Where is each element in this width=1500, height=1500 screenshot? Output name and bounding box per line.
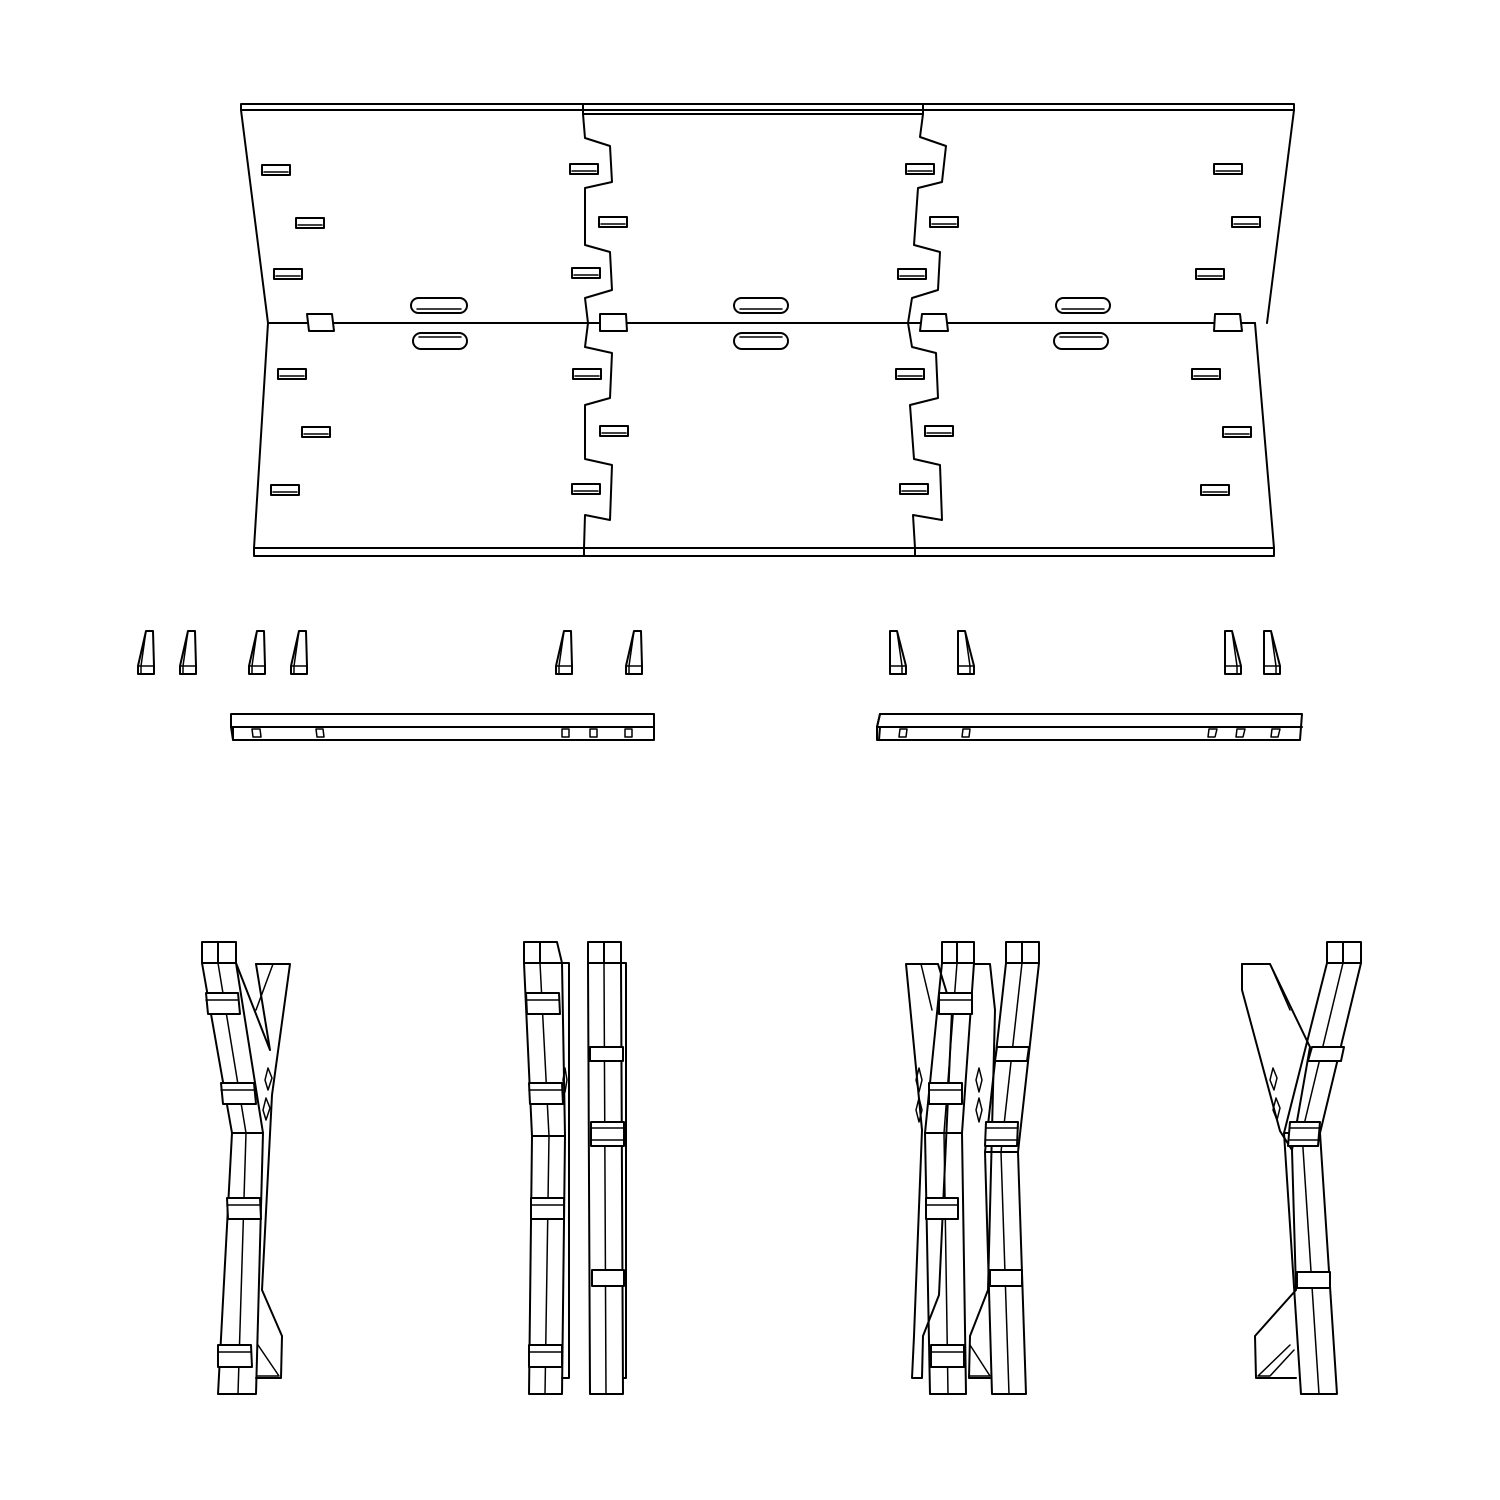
rail-hole xyxy=(898,728,908,738)
mortise-slot xyxy=(277,368,307,380)
wedge xyxy=(248,630,266,675)
mortise-slot xyxy=(599,425,629,437)
clamp-block xyxy=(994,1046,1030,1062)
mortise-slot xyxy=(572,368,602,380)
leg-hole xyxy=(1269,1067,1278,1091)
wedge xyxy=(957,630,975,675)
fold-tab xyxy=(919,313,949,332)
mortise-slot xyxy=(571,267,601,279)
clamp-block xyxy=(925,1197,959,1220)
top-edge-thickness xyxy=(240,103,1295,111)
wedge xyxy=(179,630,197,675)
clamp-block xyxy=(1296,1271,1331,1289)
wedge xyxy=(290,630,308,675)
rail-hole xyxy=(1270,728,1281,738)
mortise-slot xyxy=(1191,368,1221,380)
leg-hole xyxy=(262,1097,271,1121)
fold-tab xyxy=(306,313,335,332)
mortise-slot xyxy=(905,163,935,175)
mortise-slot xyxy=(569,163,599,175)
mortise-slot xyxy=(571,483,601,495)
mortise-slots xyxy=(261,163,1261,496)
clamp-block xyxy=(1307,1046,1345,1062)
handle-slot xyxy=(1055,297,1111,314)
dovetail-seam-right xyxy=(907,113,947,549)
mortise-slot xyxy=(1231,216,1261,228)
handle-slot xyxy=(733,297,789,314)
bottom-edge-thickness xyxy=(253,547,1275,557)
clamp-block xyxy=(525,992,561,1015)
rail-hole xyxy=(589,728,598,738)
clamp-block xyxy=(530,1197,565,1220)
rail-hole xyxy=(961,728,971,738)
mortise-slot xyxy=(1222,426,1252,438)
clamp-block xyxy=(528,1082,564,1105)
leg-frame-2 xyxy=(523,941,627,1395)
handle-slot xyxy=(1053,332,1109,350)
wedge xyxy=(625,630,643,675)
table-top-outline xyxy=(240,109,1295,324)
clamp-block xyxy=(984,1121,1019,1147)
wedge xyxy=(1263,630,1281,675)
rail-hole xyxy=(315,728,325,738)
clamp-block xyxy=(591,1269,625,1287)
mortise-slot xyxy=(270,484,300,496)
wedge xyxy=(137,630,155,675)
clamp-block xyxy=(226,1197,262,1220)
leg-frame-3 xyxy=(905,941,1040,1395)
mortise-slot xyxy=(273,268,303,280)
clamp-block xyxy=(205,992,241,1015)
leg-frame-1 xyxy=(201,941,291,1395)
mortise-slot xyxy=(929,216,959,228)
clamp-block xyxy=(589,1046,624,1062)
wedge xyxy=(555,630,573,675)
mortise-slot xyxy=(1213,163,1243,175)
wedge xyxy=(1224,630,1242,675)
dovetail-seam-left xyxy=(582,113,613,549)
leg-hole xyxy=(1272,1097,1281,1121)
clamp-block xyxy=(938,992,973,1015)
clamp-block xyxy=(528,1344,563,1368)
rail-hole xyxy=(251,728,262,738)
table-top xyxy=(240,103,1295,557)
table-top-outline-lower xyxy=(253,322,1275,549)
mortise-slot xyxy=(1200,484,1230,496)
clamp-block xyxy=(217,1344,253,1368)
mortise-slot xyxy=(261,164,291,176)
mortise-slot xyxy=(1195,268,1225,280)
clamp-block xyxy=(989,1269,1023,1287)
mortise-slot xyxy=(895,368,925,380)
mortise-slot xyxy=(295,217,325,229)
clamp-block xyxy=(928,1082,963,1105)
handle-slot xyxy=(412,332,468,350)
mortise-slot xyxy=(598,216,628,228)
handle-slot xyxy=(410,297,468,314)
mortise-slot xyxy=(899,483,929,495)
clamp-block xyxy=(590,1121,625,1147)
fold-tab xyxy=(1213,313,1243,332)
rail-hole xyxy=(1235,728,1246,738)
rail-hole xyxy=(1207,728,1218,738)
mortise-slot xyxy=(924,425,954,437)
wedge-group xyxy=(137,630,1281,675)
wedge xyxy=(889,630,907,675)
rail-hole xyxy=(624,728,633,738)
leg-hole xyxy=(264,1067,273,1091)
clamp-block xyxy=(930,1344,965,1368)
fold-tab xyxy=(599,313,628,332)
leg-frame-4 xyxy=(1241,941,1362,1395)
clamp-block xyxy=(220,1082,257,1105)
handle-slots xyxy=(410,297,1111,350)
mortise-slot xyxy=(301,426,331,438)
mortise-slot xyxy=(897,268,927,280)
rail-right xyxy=(876,713,1303,741)
handle-slot xyxy=(733,332,789,350)
rail-left xyxy=(230,713,655,741)
rail-hole xyxy=(561,728,570,738)
clamp-block xyxy=(1287,1121,1321,1147)
